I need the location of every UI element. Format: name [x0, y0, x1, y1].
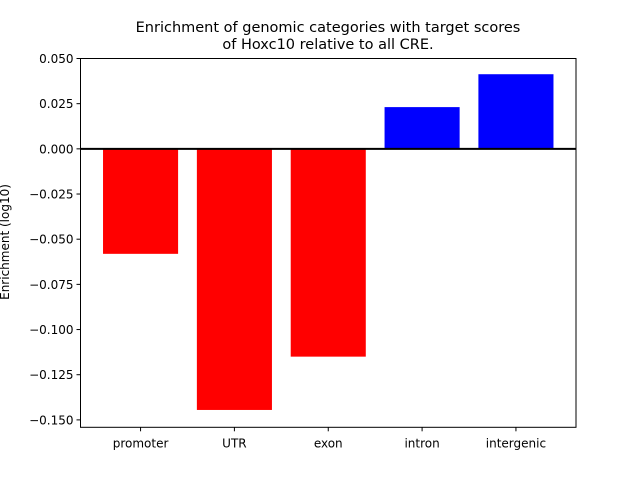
- y-tick-label: 0.000: [39, 142, 73, 156]
- x-tick-label: promoter: [113, 436, 169, 450]
- y-tick-label: −0.025: [29, 188, 73, 202]
- bar-promoter: [103, 148, 179, 254]
- x-tick-label: intergenic: [486, 436, 546, 450]
- bar-intergenic: [478, 74, 554, 149]
- x-tick-label: exon: [314, 436, 343, 450]
- chart-title-line-2: of Hoxc10 relative to all CRE.: [222, 37, 433, 53]
- x-tick-label: intron: [404, 436, 439, 450]
- axes-frame: [80, 58, 577, 428]
- bar-intron: [384, 107, 460, 149]
- chart-title-line-1: Enrichment of genomic categories with ta…: [136, 20, 521, 36]
- y-tick-label: −0.050: [29, 233, 73, 247]
- y-tick-label: −0.150: [29, 413, 73, 427]
- y-tick-label: −0.100: [29, 323, 73, 337]
- y-tick-label: 0.050: [39, 52, 73, 66]
- bar-exon: [290, 148, 366, 357]
- x-tick-label: UTR: [222, 436, 246, 450]
- y-tick-label: −0.075: [29, 278, 73, 292]
- y-tick-label: 0.025: [39, 97, 73, 111]
- y-tick-label: −0.125: [29, 368, 73, 382]
- y-axis-label: Enrichment (log10): [0, 184, 12, 300]
- bar-UTR: [196, 148, 272, 410]
